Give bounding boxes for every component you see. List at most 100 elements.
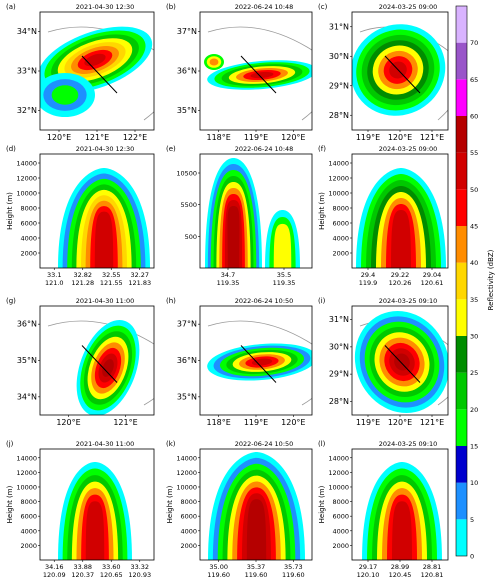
x-tick-label: 35.00 (209, 563, 228, 571)
x-tick-label: 32.27 (130, 271, 149, 279)
colorbar-tick-label: 60 (470, 113, 478, 121)
panel-i: (i) 2024-03-25 09:10 28°N 29°N 30°N 31°N 119°E… (318, 297, 449, 427)
y-tick-label: 2000 (20, 542, 37, 550)
y-tick-label: 14000 (16, 160, 37, 168)
panel-title: 2022-06-24 10:50 (235, 297, 294, 305)
x-tick-label-2: 119.35 (273, 279, 296, 287)
panel-letter: (e) (166, 145, 176, 153)
echo-column (246, 499, 267, 560)
x-tick-label-2: 121.55 (100, 279, 123, 287)
x-tick-label-2: 120.61 (421, 279, 444, 287)
panel-frame (39, 153, 155, 269)
echo-column (392, 501, 412, 560)
echo-column (391, 210, 411, 268)
y-tick-label: 12000 (328, 175, 349, 183)
panel-title: 2021-04-30 11:00 (76, 440, 135, 448)
x-tick-label: 35.73 (284, 563, 303, 571)
plot-area (47, 320, 154, 415)
colorbar-segment (456, 409, 467, 446)
y-tick-label: 28°N (329, 111, 349, 120)
section-line (384, 345, 421, 383)
y-tick-label: 4000 (180, 527, 197, 535)
panel-j: (j) 2021-04-30 11:00 2000 4000 6000 8000 10000… (6, 440, 155, 579)
y-tick-label: 8000 (332, 205, 349, 213)
x-tick-label: 29.4 (361, 271, 375, 279)
y-tick-label: 8000 (332, 498, 349, 506)
y-tick-label: 35°N (177, 106, 197, 115)
x-tick-label: 120°E (56, 418, 80, 427)
colorbar-tick-label: 25 (470, 369, 478, 377)
plot-area (356, 168, 446, 268)
section-line (384, 55, 421, 94)
echo-shape (102, 359, 114, 377)
x-tick-label-2: 121.28 (71, 279, 94, 287)
x-tick-label-2: 119.35 (217, 279, 240, 287)
y-tick-label: 4000 (20, 527, 37, 535)
x-tick-label: 122°E (123, 133, 147, 142)
panel-title: 2022-06-24 10:50 (235, 440, 294, 448)
y-tick-label: 12000 (16, 175, 37, 183)
y-tick-label: 4000 (332, 527, 349, 535)
x-tick-label-2: 120.93 (128, 571, 151, 579)
panel-e: (e) 2022-06-24 10:4850055001050034.7119.3… (166, 145, 313, 287)
y-tick-label: 6000 (180, 513, 197, 521)
y-tick-label: 14000 (328, 454, 349, 462)
y-tick-label: 6000 (20, 220, 37, 228)
colorbar-tick-label: 5 (470, 516, 474, 524)
x-tick-label: 33.60 (102, 563, 121, 571)
echo-shape (209, 58, 219, 66)
panel-a: (a) 2021-04-30 12:30 32°N 33°N 34°N 120°E 121°… (6, 3, 155, 142)
section-line (81, 55, 118, 94)
x-tick-label-2: 121.83 (128, 279, 151, 287)
panel-title: 2024-03-25 09:00 (379, 3, 438, 11)
panel-letter: (g) (6, 297, 16, 305)
x-tick-label-2: 119.60 (207, 571, 230, 579)
section-line (81, 345, 118, 383)
x-tick-label-2: 120.10 (357, 571, 380, 579)
colorbar-segment (456, 6, 467, 43)
y-tick-label: 8000 (20, 498, 37, 506)
y-tick-label: 29°N (329, 81, 349, 90)
panel-title: 2021-04-30 12:30 (76, 145, 135, 153)
panel-l: (l) 2024-03-25 09:10 2000 4000 6000 8000 10000… (318, 440, 449, 579)
y-tick-label: 4000 (332, 235, 349, 243)
y-tick-label: 5500 (180, 201, 197, 209)
x-tick-label-2: 120.26 (389, 279, 412, 287)
plot-area (362, 462, 442, 560)
x-tick-label-2: 120.45 (389, 571, 412, 579)
colorbar-tick-label: 15 (470, 443, 478, 451)
colorbar-segment (456, 299, 467, 336)
colorbar-segment (456, 372, 467, 410)
x-tick-label: 29.17 (359, 563, 378, 571)
x-tick-label: 28.99 (391, 563, 410, 571)
x-tick-label: 32.82 (73, 271, 92, 279)
x-tick-label-2: 119.9 (359, 279, 378, 287)
colorbar-segment (456, 519, 467, 556)
x-tick-label: 118°E (207, 418, 231, 427)
y-tick-label: 14000 (16, 454, 37, 462)
y-tick-label: 30°N (329, 342, 349, 351)
panel-letter: (c) (318, 3, 328, 11)
colorbar-segment (456, 446, 467, 483)
colorbar-segment (456, 262, 467, 300)
coastline (207, 26, 312, 121)
colorbar-tick-label: 30 (470, 333, 478, 341)
y-axis-label: Height (m) (6, 485, 14, 523)
colorbar-segment (456, 189, 467, 226)
y-tick-label: 6000 (20, 513, 37, 521)
panel-letter: (a) (6, 3, 16, 11)
y-tick-label: 14000 (328, 160, 349, 168)
y-tick-label: 8000 (20, 205, 37, 213)
x-tick-label: 28.81 (423, 563, 442, 571)
x-tick-label: 120°E (281, 418, 305, 427)
panel-title: 2024-03-25 09:00 (379, 145, 438, 153)
y-tick-label: 30°N (329, 52, 349, 61)
panel-letter: (h) (166, 297, 176, 305)
y-tick-label: 36°N (17, 320, 37, 329)
coastline (207, 320, 312, 406)
panel-c: (c) 2024-03-25 09:00 28°N 29°N 30°N 31°N 119°E… (318, 3, 449, 142)
y-tick-label: 12000 (328, 469, 349, 477)
colorbar-tick-label: 35 (470, 296, 478, 304)
panel-d: (d) 2021-04-30 12:30 2000 4000 6000 8000 10000… (6, 145, 155, 287)
